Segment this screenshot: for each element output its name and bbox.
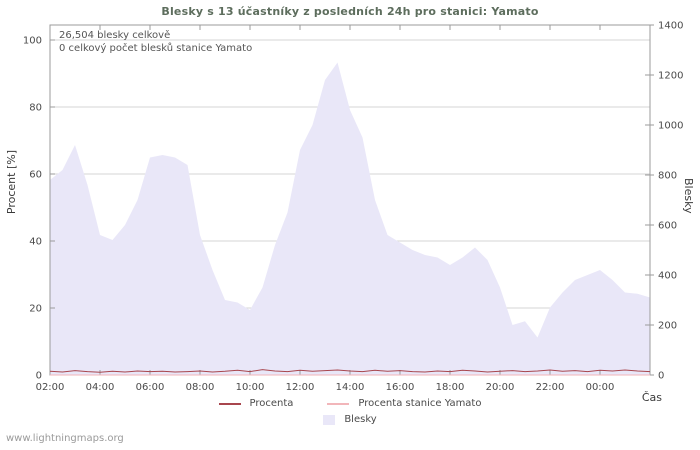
svg-text:16:00: 16:00 xyxy=(386,382,415,393)
svg-text:10:00: 10:00 xyxy=(236,382,265,393)
svg-text:100: 100 xyxy=(23,36,42,47)
legend-label-procenta: Procenta xyxy=(249,398,294,409)
svg-text:40: 40 xyxy=(29,237,42,248)
lightning-area-chart: 020406080100020040060080010001200140002:… xyxy=(23,21,684,394)
svg-text:0: 0 xyxy=(36,371,42,382)
svg-text:800: 800 xyxy=(658,171,677,182)
svg-text:06:00: 06:00 xyxy=(136,382,165,393)
blesky-area-marker xyxy=(323,414,336,425)
svg-text:600: 600 xyxy=(658,221,677,232)
legend-item-blesky: Blesky xyxy=(323,414,377,425)
chart-title: Blesky s 13 účastníky z posledních 24h p… xyxy=(161,5,539,18)
svg-text:00:00: 00:00 xyxy=(586,382,615,393)
svg-text:04:00: 04:00 xyxy=(86,382,115,393)
procenta-line-marker xyxy=(218,402,241,405)
chart-legend: Procenta Procenta stanice Yamato Blesky xyxy=(0,398,700,425)
annotation-station-strikes: 0 celkový počet blesků stanice Yamato xyxy=(59,43,253,54)
svg-text:0: 0 xyxy=(658,371,664,382)
svg-text:400: 400 xyxy=(658,271,677,282)
blesky-area xyxy=(50,62,650,375)
svg-text:1200: 1200 xyxy=(658,71,683,82)
svg-text:200: 200 xyxy=(658,321,677,332)
watermark-link[interactable]: www.lightningmaps.org xyxy=(6,433,124,444)
legend-row-lines: Procenta Procenta stanice Yamato xyxy=(218,398,481,409)
svg-text:14:00: 14:00 xyxy=(336,382,365,393)
svg-text:02:00: 02:00 xyxy=(36,382,65,393)
right-axis-title: Blesky xyxy=(682,178,695,214)
legend-label-station: Procenta stanice Yamato xyxy=(358,398,482,409)
left-axis-title: Procent [%] xyxy=(5,150,18,215)
svg-text:20:00: 20:00 xyxy=(486,382,515,393)
svg-text:60: 60 xyxy=(29,170,42,181)
series xyxy=(50,62,650,375)
svg-text:12:00: 12:00 xyxy=(286,382,315,393)
svg-text:80: 80 xyxy=(29,103,42,114)
legend-item-procenta: Procenta xyxy=(218,398,294,409)
annotation-total-strikes: 26,504 blesky celkově xyxy=(59,30,171,41)
svg-text:18:00: 18:00 xyxy=(436,382,465,393)
legend-item-station: Procenta stanice Yamato xyxy=(327,398,481,409)
axes: 020406080100020040060080010001200140002:… xyxy=(23,21,684,394)
svg-text:22:00: 22:00 xyxy=(536,382,565,393)
x-axis-title: Čas xyxy=(641,391,662,404)
legend-label-blesky: Blesky xyxy=(344,414,377,425)
svg-text:20: 20 xyxy=(29,304,42,315)
svg-text:1000: 1000 xyxy=(658,121,683,132)
procenta-line xyxy=(49,369,651,373)
legend-row-area: Blesky xyxy=(323,414,377,425)
station-line-marker xyxy=(327,402,350,405)
svg-text:1400: 1400 xyxy=(658,21,683,32)
svg-text:08:00: 08:00 xyxy=(186,382,215,393)
